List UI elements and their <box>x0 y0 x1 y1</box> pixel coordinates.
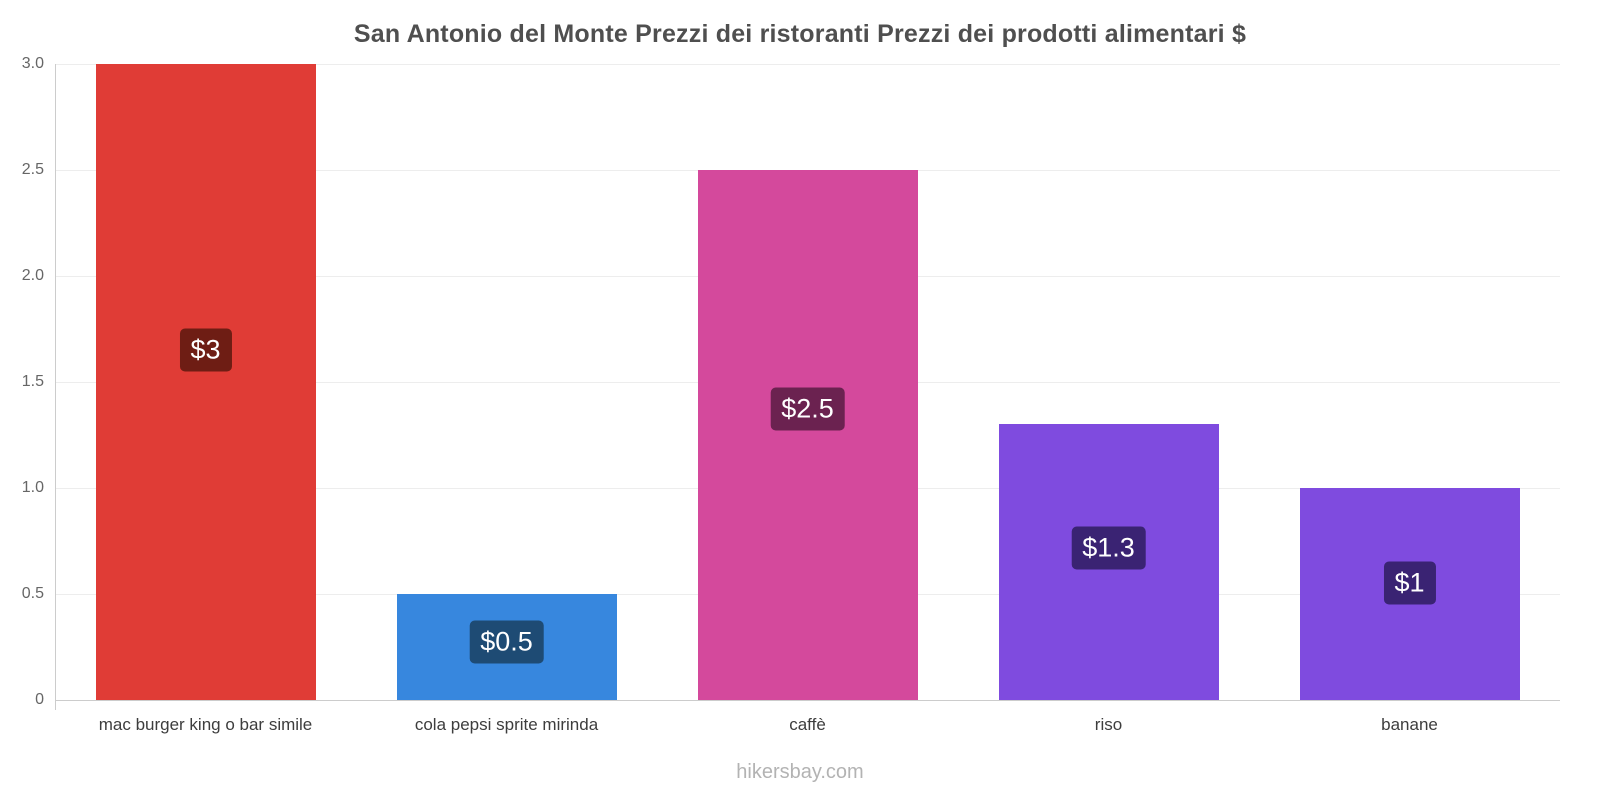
x-axis-line <box>55 700 1560 701</box>
y-axis-tick-label: 1.0 <box>21 479 44 496</box>
y-axis-tick-label: 3.0 <box>21 55 44 72</box>
x-axis-category-label: caffè <box>789 715 826 734</box>
bar-value-label: $1 <box>1383 561 1436 605</box>
y-axis-tick-label: 2.0 <box>21 267 44 284</box>
x-axis-category-label: banane <box>1381 715 1438 734</box>
x-axis-category-label: riso <box>1094 715 1123 734</box>
bar-value-label: $0.5 <box>469 620 544 664</box>
chart-title: San Antonio del Monte Prezzi dei ristora… <box>353 20 1247 48</box>
bar-value-label: $3 <box>179 328 232 372</box>
x-axis-category-label: mac burger king o bar simile <box>98 715 313 734</box>
y-axis-tick-label: 1.5 <box>21 373 44 390</box>
watermark: hikersbay.com <box>736 761 864 783</box>
bar-value-label: $1.3 <box>1071 526 1146 570</box>
x-axis-category-label: cola pepsi sprite mirinda <box>414 715 599 734</box>
bar-mac-burger-king-o-bar-simile[interactable] <box>95 64 316 700</box>
bar-value-label: $2.5 <box>770 387 845 430</box>
bar-caffè[interactable] <box>697 170 918 700</box>
y-axis-tick-label: 0 <box>35 691 44 708</box>
y-axis-line <box>55 64 56 710</box>
gridline <box>55 64 1560 65</box>
y-axis-tick-label: 0.5 <box>21 585 44 602</box>
y-axis-tick-label: 2.5 <box>21 161 44 178</box>
